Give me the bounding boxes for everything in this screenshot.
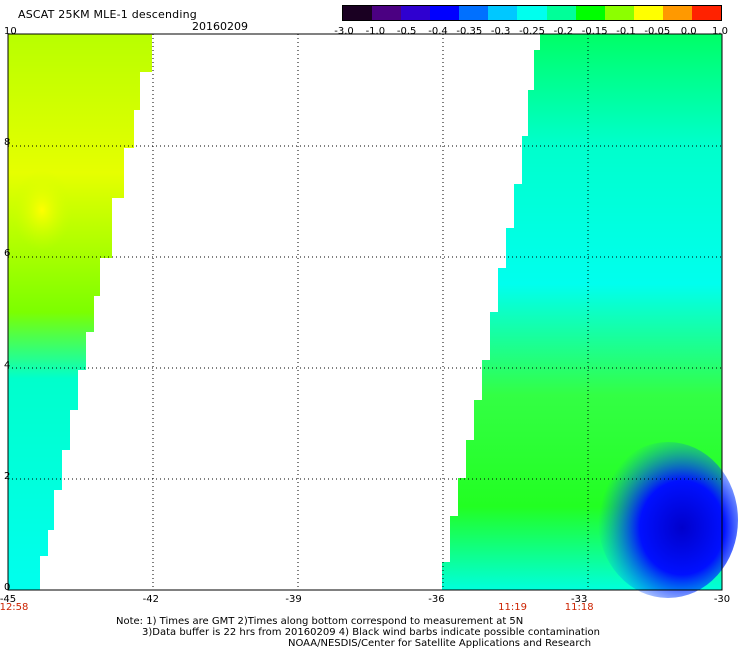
color-scale-segment [575,6,606,20]
latitude-tick-label: 10 [4,26,17,37]
overpass-time-label: 11:19 [498,602,527,613]
longitude-tick-label: -42 [142,594,159,605]
product-date: 20160209 [192,20,248,33]
latitude-tick-label: 2 [4,470,11,482]
plot-frame [7,33,723,591]
color-scale-tick-label: 1.0 [712,26,728,37]
color-scale-segment [459,6,489,20]
color-scale-tick-label: -3.0 [334,26,354,37]
color-scale-segment [343,6,373,20]
color-scale-segment [662,6,693,20]
longitude-tick-label: -36 [428,594,445,605]
color-scale-segment [430,6,460,20]
color-scale-tick-label: -0.15 [581,26,608,37]
longitude-tick-label: -30 [713,594,731,605]
longitude-tick-label: -33 [571,594,588,605]
color-scale-segment [604,6,635,20]
swath-left [8,34,152,590]
color-scale-tick-label: 0.0 [680,26,697,37]
color-scale-segment [633,6,664,20]
color-scale-tick-label: -0.1 [616,26,636,37]
color-scale-tick-label: -0.2 [553,26,574,37]
footer-note-line-1: Note: 1) Times are GMT 2)Times along bot… [116,616,524,627]
longitude-tick-label: -39 [285,594,302,605]
overpass-time-label: 11:18 [564,602,594,613]
longitude-tick-label: -45 [0,594,17,605]
swath-right-low-area [598,442,738,598]
color-scale-segment [546,6,577,20]
color-scale-segment [517,6,548,20]
latitude-tick-label: 0 [4,582,11,593]
color-scale-tick-label: -0.05 [644,26,671,37]
color-scale-tick-label: -0.4 [428,26,448,37]
latitude-tick-label: 4 [4,359,11,371]
color-scale-segment [691,6,722,20]
color-scale-segment [372,6,402,20]
color-scale-segment [401,6,431,20]
footer-note-line-2: 3)Data buffer is 22 hrs from 20160209 4)… [142,627,600,638]
grid-lines [8,34,722,590]
color-scale-segment [488,6,518,20]
latitude-tick-label: 8 [4,137,11,149]
color-scale-tick-label: -0.3 [490,26,511,37]
color-scale-tick-label: -1.0 [365,26,386,37]
overpass-time-label: 12:58 [0,602,29,613]
latitude-tick-label: 6 [4,248,11,260]
color-scale-tick-label: -0.35 [456,26,483,37]
color-scale-bar [342,5,722,21]
product-title: ASCAT 25KM MLE-1 descending [18,8,197,21]
color-scale-tick-label: -0.5 [396,26,417,37]
swath-left-maximum [12,170,72,250]
color-scale-tick-label: -0.25 [519,26,545,37]
footer-credit-line: NOAA/NESDIS/Center for Satellite Applica… [288,638,592,649]
